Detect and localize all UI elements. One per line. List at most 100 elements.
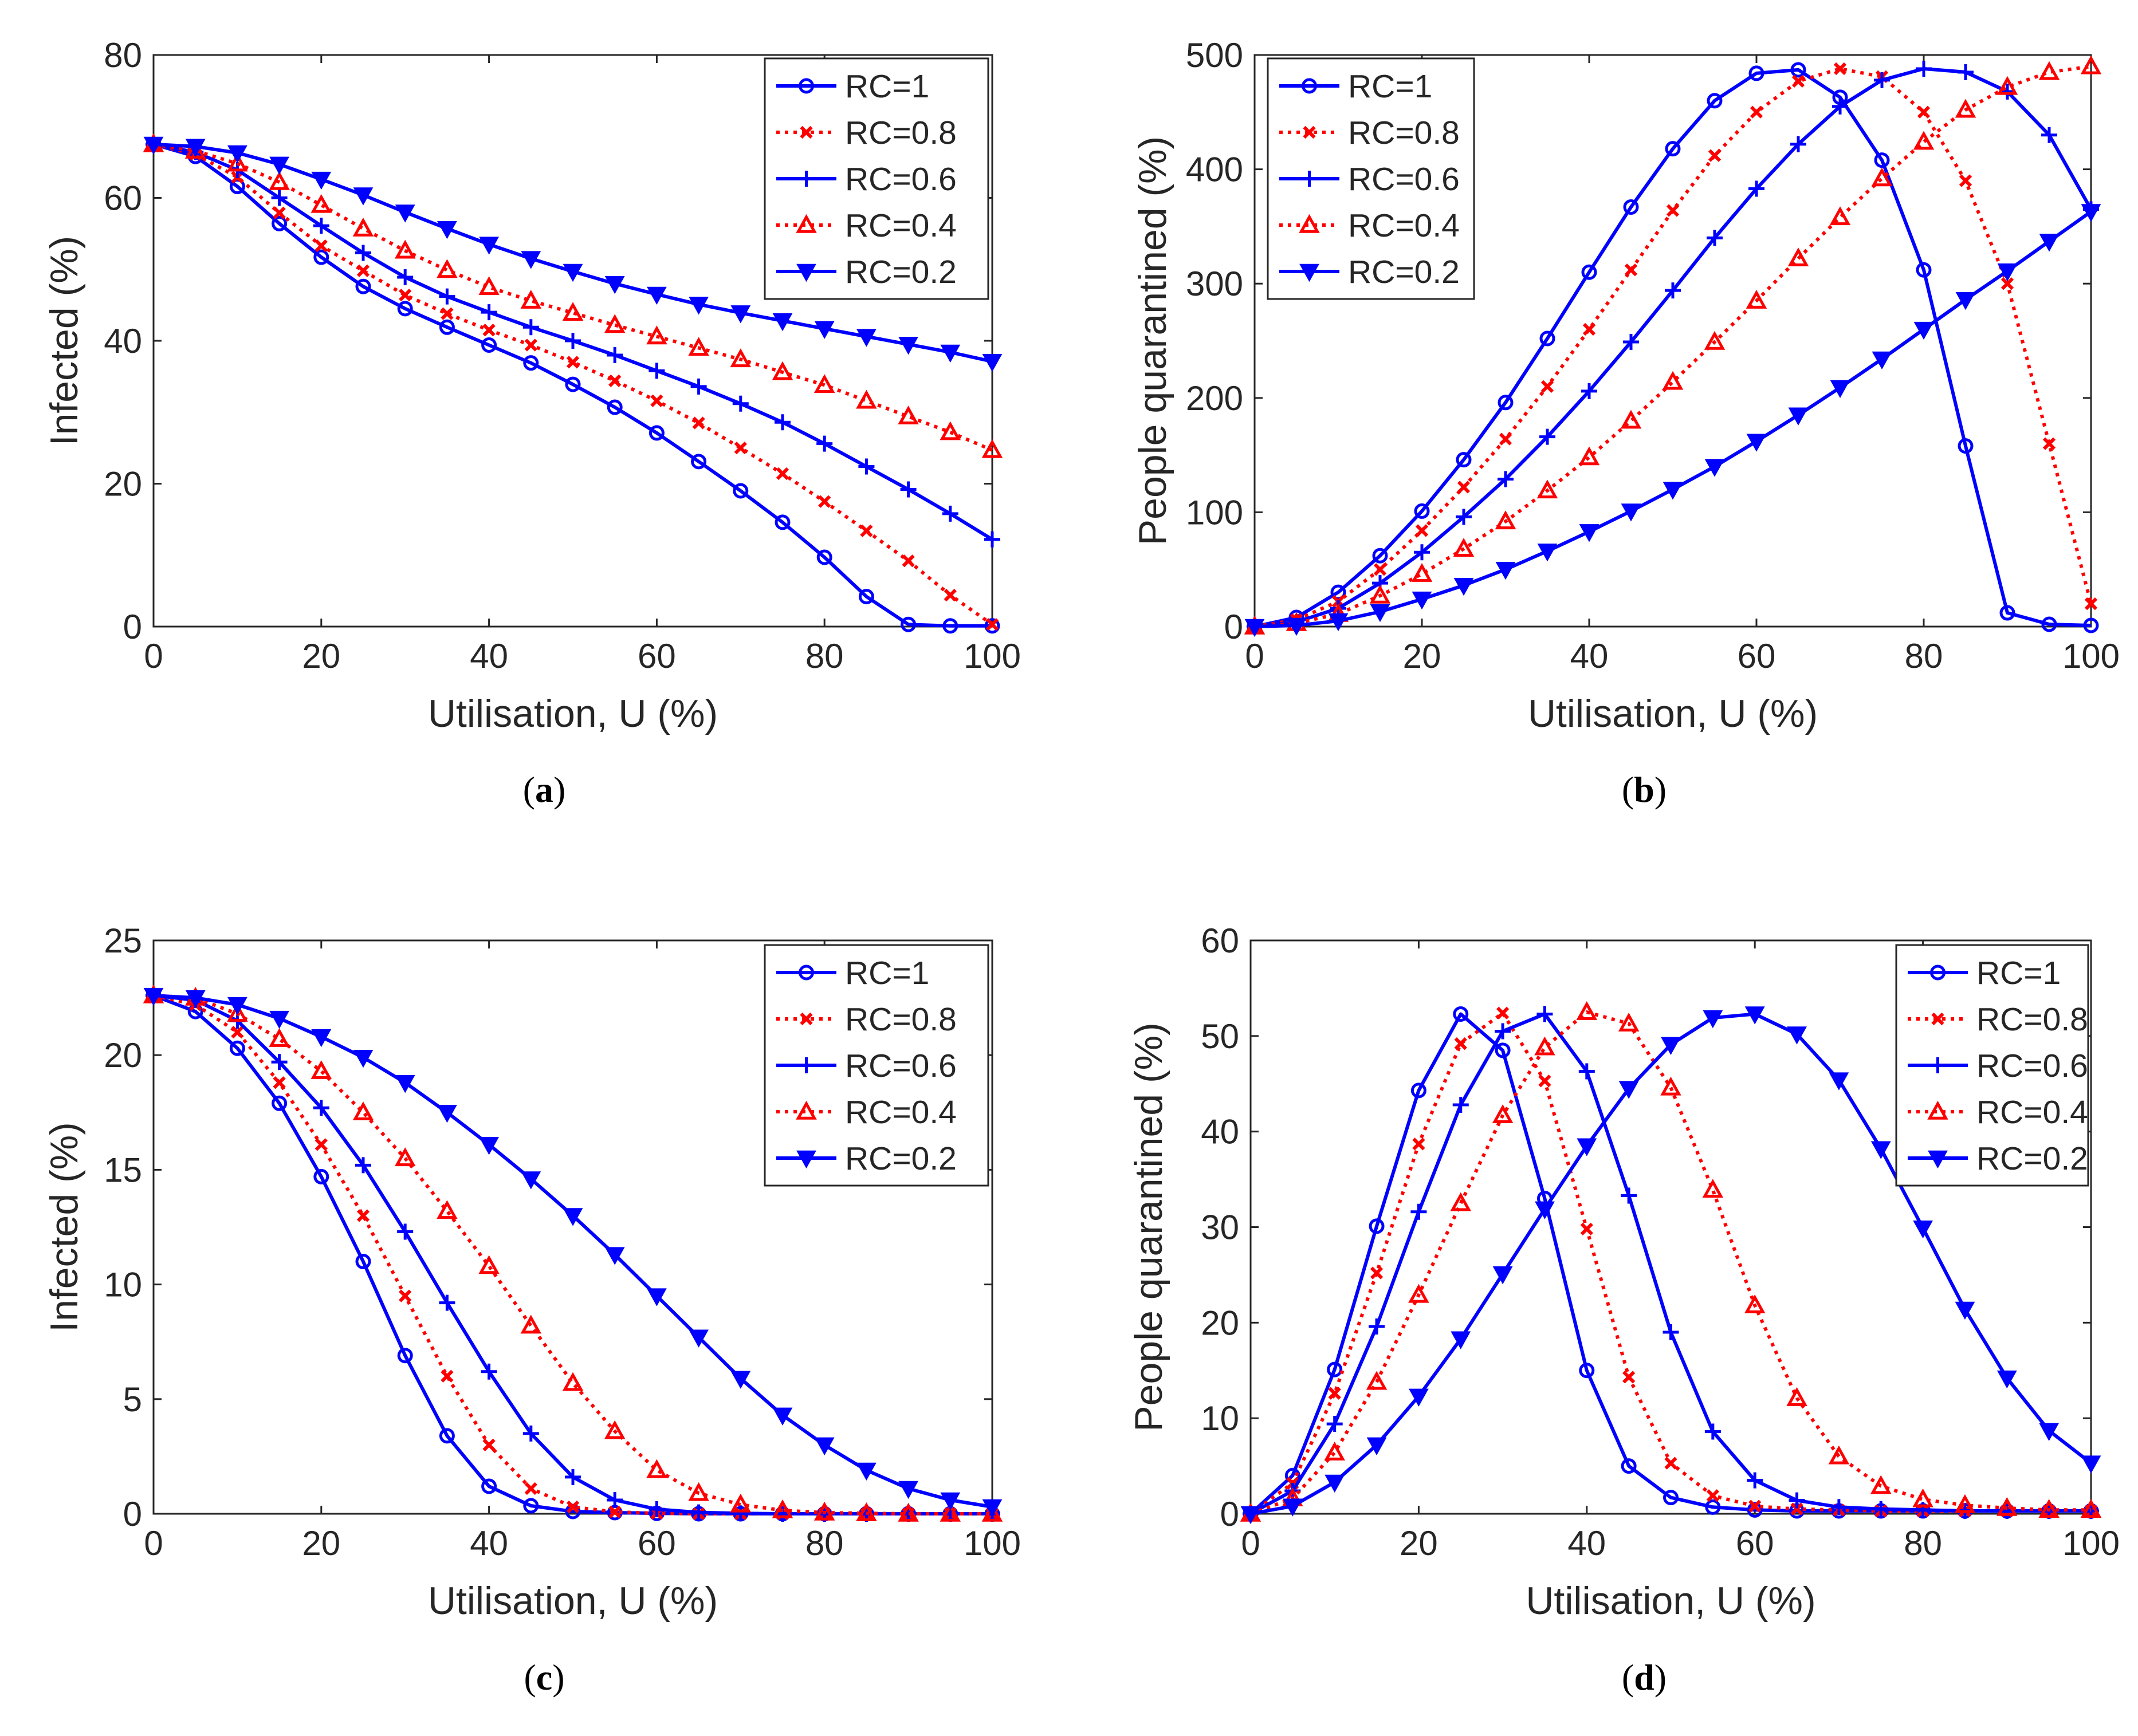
data-point	[439, 288, 455, 305]
series-line	[1249, 1010, 2091, 1515]
data-point	[355, 1254, 371, 1270]
y-tick-label: 5	[123, 1380, 142, 1419]
data-point	[1833, 62, 1847, 76]
x-tick-label: 100	[964, 1524, 1021, 1562]
data-point	[1410, 1082, 1426, 1099]
data-point	[352, 1101, 374, 1120]
data-point	[1539, 330, 1555, 347]
data-point	[1373, 563, 1387, 576]
data-point	[1663, 1324, 1679, 1341]
y-tick-label: 200	[1186, 379, 1243, 418]
data-point	[772, 361, 793, 380]
data-point	[1790, 62, 1806, 78]
data-point	[688, 1482, 709, 1501]
legend-label: RC=0.6	[1348, 161, 1460, 198]
legend-marker	[798, 1057, 815, 1073]
legend-marker	[796, 1100, 817, 1120]
y-tick-label: 40	[1201, 1113, 1239, 1151]
data-point	[940, 1492, 961, 1511]
data-point	[311, 171, 332, 190]
legend-marker	[1929, 1057, 1946, 1073]
data-point	[2080, 1499, 2102, 1518]
data-point	[1282, 1498, 1303, 1517]
data-point	[566, 1500, 580, 1514]
data-point	[562, 1372, 584, 1391]
legend: RC=1 RC=0.8 RC=0.6 RC=0.4 RC=0.2	[764, 57, 989, 300]
data-point	[1704, 459, 1725, 477]
y-tick-label: 20	[104, 465, 142, 503]
data-point	[2041, 127, 2057, 143]
legend-marker	[1299, 263, 1319, 282]
data-point	[814, 1437, 835, 1455]
data-point	[185, 139, 206, 157]
data-point	[1539, 428, 1555, 445]
data-point	[2081, 1455, 2101, 1474]
y-axis-label: People quarantined (%)	[1127, 1022, 1170, 1431]
data-point	[646, 1459, 667, 1478]
y-axis-label: People quarantined (%)	[1131, 136, 1174, 545]
data-point	[1747, 1472, 1763, 1489]
data-point	[1746, 289, 1767, 309]
data-point	[524, 338, 537, 352]
data-point	[397, 269, 414, 285]
legend-label: RC=1	[845, 68, 929, 105]
data-point	[356, 1209, 370, 1222]
x-tick-label: 100	[2062, 637, 2120, 675]
caption-letter: a	[535, 769, 553, 810]
legend-label: RC=0.6	[845, 161, 957, 198]
data-point	[231, 1026, 244, 1039]
data-point	[1663, 1490, 1679, 1506]
legend-label: RC=0.4	[1976, 1094, 2088, 1131]
series-rc-0-4	[143, 984, 1003, 1522]
data-point	[397, 301, 413, 317]
data-point	[1536, 479, 1558, 499]
data-point	[734, 442, 747, 455]
legend-marker	[1301, 171, 1318, 187]
data-point	[1576, 1001, 1598, 1020]
legend-marker	[1302, 78, 1317, 94]
data-point	[775, 514, 791, 530]
legend-label: RC=0.8	[845, 115, 957, 151]
y-tick-label: 0	[123, 1495, 142, 1533]
data-point	[395, 1075, 415, 1093]
data-point	[1457, 481, 1471, 494]
data-point	[2039, 1423, 2060, 1441]
data-point	[1706, 1489, 1719, 1502]
caption-open: (	[1622, 769, 1634, 810]
data-point	[1999, 83, 2015, 100]
data-point	[604, 314, 626, 333]
data-point	[1708, 149, 1722, 162]
panel-caption: (d)	[1622, 1657, 1667, 1698]
data-point	[1620, 410, 1642, 429]
data-point	[1495, 1042, 1511, 1058]
data-point	[1955, 1301, 1975, 1320]
data-point	[776, 467, 789, 481]
caption-letter: b	[1634, 769, 1654, 810]
data-point	[437, 259, 458, 278]
data-point	[437, 1200, 458, 1219]
data-point	[481, 1363, 497, 1380]
legend-label: RC=0.8	[1976, 1001, 2088, 1038]
data-point	[1412, 591, 1432, 610]
data-point	[732, 395, 749, 412]
data-point	[1411, 563, 1433, 582]
y-tick-label: 0	[1220, 1495, 1239, 1533]
series-line	[1254, 65, 2092, 628]
data-point	[1874, 152, 1890, 168]
data-point	[439, 319, 455, 335]
y-tick-label: 400	[1186, 151, 1243, 189]
data-point	[1456, 509, 1472, 525]
x-tick-label: 100	[2062, 1524, 2120, 1562]
legend: RC=1 RC=0.8 RC=0.6 RC=0.4 RC=0.2	[764, 944, 989, 1187]
series-rc-0-2	[1240, 1006, 2101, 1525]
y-tick-label: 0	[1224, 608, 1243, 646]
data-point	[355, 1157, 371, 1174]
series-line	[153, 142, 993, 452]
data-point	[481, 304, 497, 321]
data-point	[1913, 321, 1934, 340]
data-point	[984, 531, 1000, 548]
y-tick-label: 20	[104, 1036, 142, 1074]
data-point	[143, 136, 164, 155]
data-point	[313, 218, 329, 234]
data-point	[1370, 604, 1390, 623]
